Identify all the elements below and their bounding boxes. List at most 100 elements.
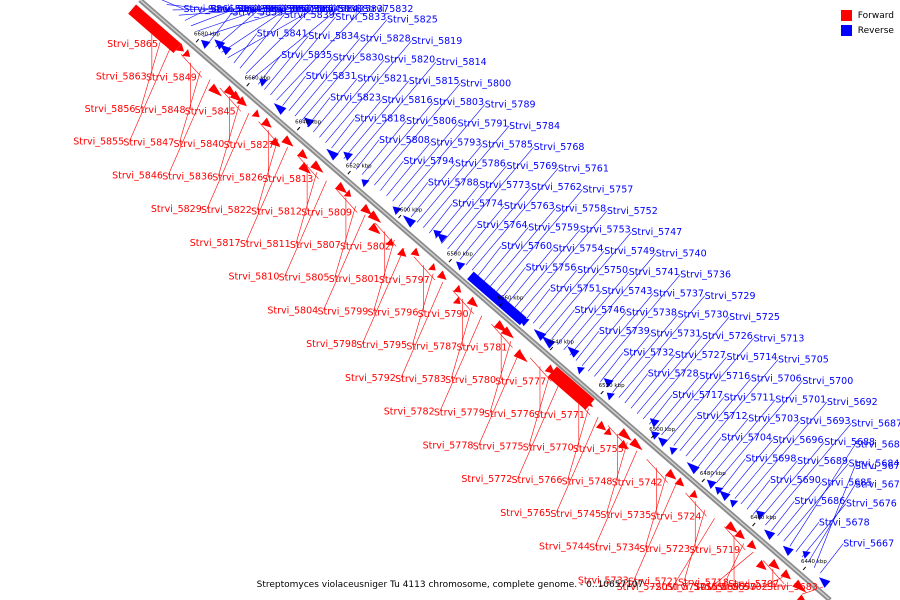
gene-label[interactable]: Strvi_5713 <box>754 333 805 344</box>
gene-label[interactable]: Strvi_5811 <box>240 239 291 250</box>
gene-label[interactable]: Strvi_5707 <box>728 579 779 590</box>
gene-label[interactable]: Strvi_5748 <box>562 476 613 487</box>
gene-label[interactable]: Strvi_5763 <box>504 201 555 212</box>
gene-label[interactable]: Strvi_5813 <box>262 174 313 185</box>
gene-label[interactable]: Strvi_5712 <box>697 411 748 422</box>
gene-label[interactable]: Strvi_5805 <box>279 273 330 284</box>
gene-label[interactable]: Strvi_5783 <box>395 374 446 385</box>
gene-label[interactable]: Strvi_5781 <box>456 343 507 354</box>
gene-label[interactable]: Strvi_5690 <box>770 475 821 486</box>
gene-label[interactable]: Strvi_5770 <box>523 443 574 454</box>
gene-label[interactable]: Strvi_5774 <box>452 199 503 210</box>
gene-label[interactable]: Strvi_5807 <box>290 240 341 251</box>
gene-label[interactable]: Strvi_5682 <box>855 440 900 451</box>
gene-label[interactable]: Strvi_5818 <box>355 114 406 125</box>
gene-label[interactable]: Strvi_5843 <box>314 4 365 15</box>
gene-label[interactable]: Strvi_5823 <box>330 92 381 103</box>
gene-label[interactable]: Strvi_5789 <box>485 100 536 111</box>
gene-label[interactable]: Strvi_5848 <box>135 105 186 116</box>
gene-label[interactable]: Strvi_5814 <box>436 57 487 68</box>
gene-label[interactable]: Strvi_5755 <box>573 444 624 455</box>
gene-label[interactable]: Strvi_5788 <box>428 177 479 188</box>
gene-label[interactable]: Strvi_5792 <box>345 373 396 384</box>
gene-label[interactable]: Strvi_5711 <box>724 392 775 403</box>
gene-label[interactable]: Strvi_5729 <box>705 291 756 302</box>
gene-label[interactable]: Strvi_5762 <box>531 182 582 193</box>
gene-label[interactable]: Strvi_5733 <box>578 575 629 586</box>
gene-label[interactable]: Strvi_5706 <box>751 373 802 384</box>
gene-label[interactable]: Strvi_5854 <box>289 4 340 15</box>
gene-label[interactable]: Strvi_5829 <box>151 204 202 215</box>
gene-label[interactable]: Strvi_5747 <box>631 227 682 238</box>
gene-label[interactable]: Strvi_5692 <box>827 397 878 408</box>
gene-label[interactable]: Strvi_5710 <box>655 582 706 593</box>
gene-label[interactable]: Strvi_5838 <box>311 4 362 15</box>
gene-label[interactable]: Strvi_5719 <box>689 545 740 556</box>
gene-label[interactable]: Strvi_5777 <box>495 376 546 387</box>
gene-label[interactable]: Strvi_5825 <box>387 15 438 26</box>
gene-label[interactable]: Strvi_5689 <box>797 456 848 467</box>
gene-label[interactable]: Strvi_5853 <box>232 7 283 18</box>
gene-label[interactable]: Strvi_5737 <box>653 288 704 299</box>
gene-label[interactable]: Strvi_5695 <box>694 582 745 593</box>
gene-label[interactable]: Strvi_5800 <box>460 78 511 89</box>
gene-label[interactable]: Strvi_5841 <box>257 29 308 40</box>
gene-label[interactable]: Strvi_5765 <box>500 508 551 519</box>
gene-label[interactable]: Strvi_5793 <box>431 137 482 148</box>
gene-label[interactable]: Strvi_5743 <box>602 286 653 297</box>
gene-label[interactable]: Strvi_5775 <box>473 441 524 452</box>
gene-label[interactable]: Strvi_5764 <box>477 220 528 231</box>
gene-label[interactable]: Strvi_5726 <box>702 331 753 342</box>
gene-label[interactable]: Strvi_5734 <box>589 543 640 554</box>
gene-label[interactable]: Strvi_5849 <box>146 73 197 84</box>
gene-label[interactable]: Strvi_5866 <box>183 4 234 15</box>
gene-label[interactable]: Strvi_5863 <box>96 71 147 82</box>
gene-label[interactable]: Strvi_5696 <box>773 435 824 446</box>
gene-label[interactable]: Strvi_5809 <box>301 208 352 219</box>
gene-label[interactable]: Strvi_5791 <box>458 118 509 129</box>
gene-label[interactable]: Strvi_5812 <box>251 206 302 217</box>
gene-label[interactable]: Strvi_5864 <box>211 4 262 15</box>
gene-label[interactable]: Strvi_5810 <box>229 272 280 283</box>
gene-label[interactable]: Strvi_5731 <box>650 329 701 340</box>
gene-label[interactable]: Strvi_5700 <box>802 376 853 387</box>
gene-label[interactable]: Strvi_5704 <box>721 432 772 443</box>
gene-label[interactable]: Strvi_5784 <box>509 121 560 132</box>
gene-label[interactable]: Strvi_5771 <box>534 410 585 421</box>
gene-label[interactable]: Strvi_5802 <box>340 241 391 252</box>
gene-label[interactable]: Strvi_5746 <box>574 305 625 316</box>
gene-label[interactable]: Strvi_5860 <box>208 4 259 15</box>
gene-label[interactable]: Strvi_5702 <box>717 582 768 593</box>
gene-label[interactable]: Strvi_5720 <box>617 582 668 593</box>
gene-label[interactable]: Strvi_5834 <box>308 31 359 42</box>
gene-label[interactable]: Strvi_5798 <box>306 339 357 350</box>
gene-label[interactable]: Strvi_5757 <box>582 185 633 196</box>
gene-label[interactable]: Strvi_5714 <box>726 352 777 363</box>
gene-label[interactable]: Strvi_5819 <box>411 36 462 47</box>
gene-label[interactable]: Strvi_5685 <box>822 477 873 488</box>
gene-label[interactable]: Strvi_5845 <box>185 106 236 117</box>
gene-label[interactable]: Strvi_5831 <box>306 71 357 82</box>
gene-label[interactable]: Strvi_5667 <box>843 539 894 550</box>
gene-label[interactable]: Strvi_5723 <box>639 544 690 555</box>
gene-label[interactable]: Strvi_5821 <box>357 74 408 85</box>
gene-label[interactable]: Strvi_5839 <box>284 10 335 21</box>
gene-label[interactable]: Strvi_5740 <box>656 248 707 259</box>
gene-label[interactable]: Strvi_5688 <box>824 437 875 448</box>
gene-label[interactable]: Strvi_5698 <box>746 454 797 465</box>
gene-label[interactable]: Strvi_5862 <box>238 4 289 15</box>
gene-labels[interactable]: Strvi_5866Strvi_5864Strvi_5862Strvi_5861… <box>73 4 900 593</box>
gene-label[interactable]: Strvi_5804 <box>267 305 318 316</box>
gene-label[interactable]: Strvi_5776 <box>484 409 535 420</box>
gene-label[interactable]: Strvi_5827 <box>224 140 275 151</box>
gene-label[interactable]: Strvi_5855 <box>73 137 124 148</box>
gene-label[interactable]: Strvi_5865 <box>107 39 158 50</box>
gene-label[interactable]: Strvi_5742 <box>612 478 663 489</box>
gene-label[interactable]: Strvi_5801 <box>329 274 380 285</box>
gene-label[interactable]: Strvi_5724 <box>651 511 702 522</box>
gene-label[interactable]: Strvi_5828 <box>360 33 411 44</box>
gene-label[interactable]: Strvi_5701 <box>775 395 826 406</box>
gene-label[interactable]: Strvi_5671 <box>855 461 900 472</box>
gene-label[interactable]: Strvi_5749 <box>604 246 655 257</box>
gene-label[interactable]: Strvi_5741 <box>629 267 680 278</box>
